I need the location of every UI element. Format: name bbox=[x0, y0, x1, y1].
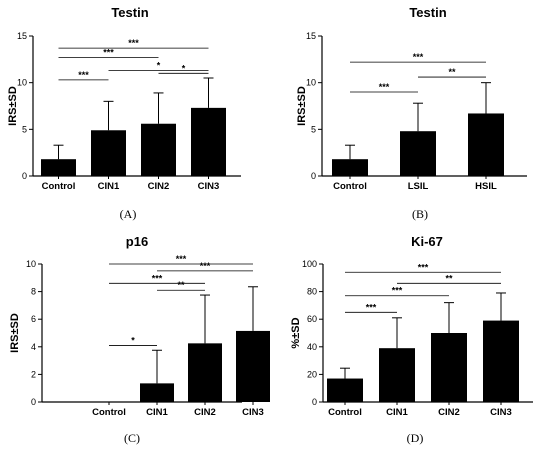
y-tick-label: 4 bbox=[31, 342, 36, 352]
panel-d: Ki-67 %±SD 0 20 40 60 80 100 Control CIN1 CIN2 CIN3… bbox=[290, 234, 533, 445]
significance-label: * bbox=[182, 63, 186, 73]
significance-label: *** bbox=[152, 273, 163, 283]
significance-label: *** bbox=[78, 70, 89, 80]
panel-label: (B) bbox=[412, 207, 428, 221]
significance-label: *** bbox=[176, 254, 187, 264]
chart-title: p16 bbox=[126, 234, 148, 249]
category-label: CIN3 bbox=[242, 407, 264, 418]
category-label: Control bbox=[333, 181, 367, 192]
panel-label: (C) bbox=[124, 431, 140, 445]
y-tick-label: 100 bbox=[302, 259, 317, 269]
category-label: CIN1 bbox=[146, 407, 168, 418]
y-tick-label: 10 bbox=[306, 78, 316, 88]
y-tick-label: 0 bbox=[312, 397, 317, 407]
significance-label: ** bbox=[445, 273, 453, 283]
y-tick-label: 20 bbox=[307, 369, 317, 379]
y-tick-label: 15 bbox=[17, 31, 27, 41]
bar-cin1 bbox=[91, 130, 126, 176]
significance-label: *** bbox=[392, 286, 403, 296]
significance-label: *** bbox=[128, 38, 139, 48]
bar-cin3 bbox=[483, 320, 519, 402]
bar-cin2 bbox=[188, 343, 222, 402]
category-label: CIN1 bbox=[98, 181, 120, 192]
y-tick-label: 10 bbox=[17, 78, 27, 88]
y-tick-label: 0 bbox=[31, 397, 36, 407]
significance-label: * bbox=[131, 335, 135, 345]
bar-control bbox=[327, 378, 363, 402]
bar-cin1 bbox=[379, 348, 415, 402]
category-label: Control bbox=[42, 181, 76, 192]
y-tick-label: 60 bbox=[307, 314, 317, 324]
chart-title: Ki-67 bbox=[411, 234, 443, 249]
category-label: CIN2 bbox=[148, 181, 170, 192]
significance-label: ** bbox=[177, 280, 185, 290]
significance-label: *** bbox=[379, 82, 390, 92]
category-label: Control bbox=[92, 407, 126, 418]
bar-lsil bbox=[400, 131, 436, 176]
y-tick-label: 0 bbox=[311, 171, 316, 181]
bar-cin2 bbox=[431, 333, 467, 402]
significance-label: *** bbox=[413, 52, 424, 62]
category-label: CIN3 bbox=[198, 181, 220, 192]
chart-title: Testin bbox=[409, 5, 446, 20]
y-tick-label: 5 bbox=[311, 124, 316, 134]
y-tick-label: 80 bbox=[307, 287, 317, 297]
y-axis-label: IRS±SD bbox=[9, 313, 21, 353]
y-tick-label: 5 bbox=[22, 124, 27, 134]
bar-cin3 bbox=[191, 107, 226, 176]
bar-cin1 bbox=[140, 383, 174, 402]
category-label: CIN2 bbox=[194, 407, 216, 418]
category-label: LSIL bbox=[408, 181, 429, 192]
category-label: CIN2 bbox=[438, 407, 460, 418]
significance-label: *** bbox=[200, 261, 211, 271]
chart-title: Testin bbox=[111, 5, 148, 20]
y-tick-label: 15 bbox=[306, 31, 316, 41]
significance-label: *** bbox=[418, 262, 429, 272]
y-tick-label: 2 bbox=[31, 369, 36, 379]
category-label: HSIL bbox=[475, 181, 497, 192]
significance-label: ** bbox=[448, 67, 456, 77]
y-tick-label: 6 bbox=[31, 314, 36, 324]
y-axis-label: IRS±SD bbox=[7, 86, 19, 126]
category-label: Control bbox=[328, 407, 362, 418]
category-label: CIN1 bbox=[386, 407, 408, 418]
panel-label: (A) bbox=[120, 207, 137, 221]
bar-cin3 bbox=[236, 330, 270, 402]
bar-control bbox=[332, 159, 368, 176]
bar-cin2 bbox=[141, 123, 176, 176]
category-label: CIN3 bbox=[490, 407, 512, 418]
y-tick-label: 10 bbox=[26, 259, 36, 269]
y-tick-label: 8 bbox=[31, 287, 36, 297]
panel-label: (D) bbox=[407, 431, 424, 445]
significance-label: * bbox=[157, 61, 161, 71]
significance-label: *** bbox=[103, 47, 114, 57]
y-tick-label: 40 bbox=[307, 342, 317, 352]
y-axis-label: IRS±SD bbox=[296, 86, 308, 126]
y-tick-label: 0 bbox=[22, 171, 27, 181]
y-axis-label: %±SD bbox=[290, 317, 302, 348]
bar-hsil bbox=[468, 113, 504, 176]
bar-control bbox=[41, 159, 76, 176]
significance-label: *** bbox=[366, 302, 377, 312]
